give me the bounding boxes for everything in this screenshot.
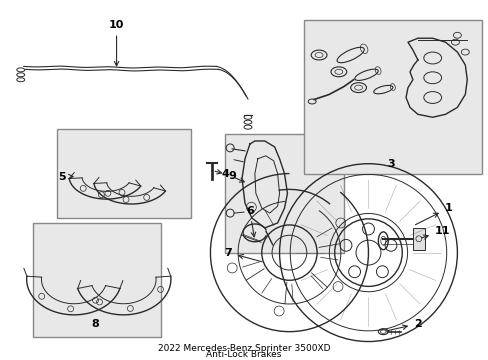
Bar bbox=[225, 134, 343, 253]
Text: 3: 3 bbox=[386, 159, 394, 169]
Text: 11: 11 bbox=[421, 226, 449, 239]
Text: 1: 1 bbox=[415, 203, 451, 225]
Text: 8: 8 bbox=[91, 319, 99, 329]
Bar bbox=[412, 228, 424, 249]
Text: 5: 5 bbox=[58, 172, 73, 181]
Text: 6: 6 bbox=[245, 206, 255, 237]
Text: Anti-Lock Brakes: Anti-Lock Brakes bbox=[206, 350, 281, 359]
Text: 2: 2 bbox=[385, 319, 421, 331]
Text: 4: 4 bbox=[221, 168, 244, 182]
Bar bbox=[304, 21, 481, 174]
Bar bbox=[57, 129, 190, 218]
Text: 10: 10 bbox=[109, 21, 124, 66]
Text: 2022 Mercedes-Benz Sprinter 3500XD: 2022 Mercedes-Benz Sprinter 3500XD bbox=[158, 344, 329, 353]
Bar bbox=[33, 223, 161, 337]
Text: 7: 7 bbox=[224, 248, 262, 262]
Text: 9: 9 bbox=[215, 170, 236, 181]
